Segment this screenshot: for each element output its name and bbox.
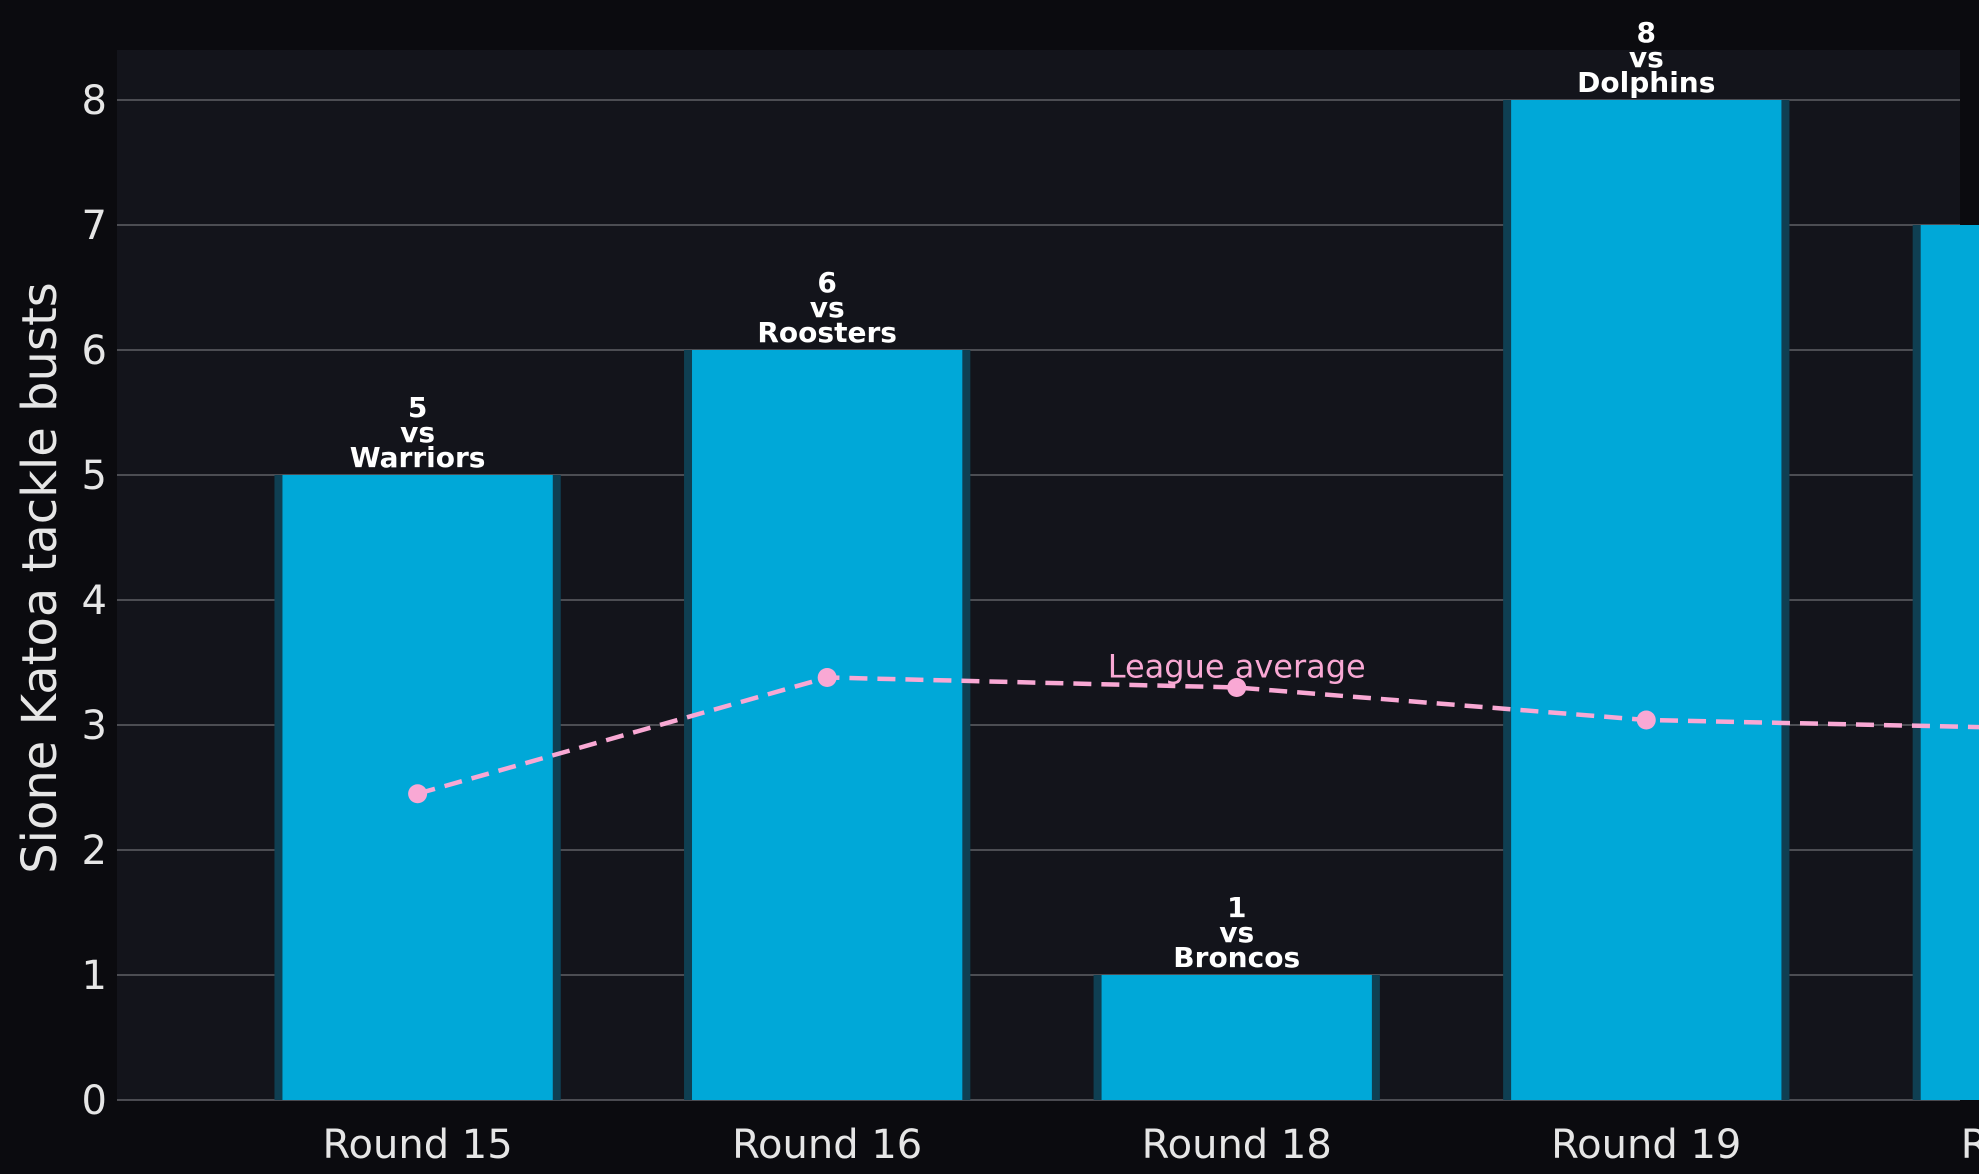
x-tick-label: Round 16 [732,1122,922,1168]
bar-label: Dolphins [1577,66,1715,99]
y-tick-label: 5 [82,453,107,499]
bar [1101,975,1372,1100]
average-point [817,668,837,687]
bar-label: 1 [1227,891,1246,924]
league-average-line [408,668,1979,804]
bar [1511,100,1782,1100]
y-tick-label: 2 [82,828,107,874]
bar-label: Roosters [757,316,897,349]
bar-label: 6 [817,266,836,299]
average-point [1227,678,1247,697]
bar-label: vs [810,291,845,324]
bar-label: Broncos [1173,941,1300,974]
bar [1920,225,1979,1100]
y-tick-label: 8 [82,78,107,124]
league-average-annotation: League average [1108,648,1366,686]
bar-label: Warriors [350,441,486,474]
y-tick-label: 4 [82,578,107,624]
bar-labels: 5vsWarriors6vsRoosters1vsBroncos8vsDolph… [350,16,1716,974]
y-tick-label: 7 [82,203,107,249]
x-tick-labels: Round 15 Round 16 Round 18 Round 19 Round 20 [323,1122,1979,1168]
y-axis-label: Sione Katoa tackle busts [12,282,68,874]
bar-label: 8 [1637,16,1656,49]
x-tick-label: Round 15 [323,1122,513,1168]
bar-label: vs [1219,916,1254,949]
x-tick-label: Round 19 [1551,1122,1741,1168]
average-point [408,784,428,804]
bar-label: 5 [408,391,427,424]
average-line [416,675,1979,796]
x-tick-label: Round 20 [1961,1122,1979,1168]
bar-label: vs [1629,41,1664,74]
bar-label: vs [400,416,435,449]
x-tick-label: Round 18 [1142,1122,1332,1168]
y-tick-label: 0 [82,1078,107,1124]
y-tick-labels: 0 1 2 3 4 5 6 7 8 [82,78,107,1124]
y-tick-label: 3 [82,703,107,749]
y-tick-label: 6 [82,328,107,374]
y-tick-label: 1 [82,953,107,999]
bar [692,350,963,1100]
average-point [1636,710,1656,730]
